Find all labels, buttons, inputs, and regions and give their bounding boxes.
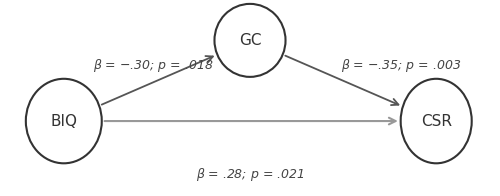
Text: $\beta$ = .28; $p$ = .021: $\beta$ = .28; $p$ = .021 [196, 166, 304, 183]
Text: $\beta$ = $-$.35; $p$ = .003: $\beta$ = $-$.35; $p$ = .003 [340, 57, 461, 74]
Text: BIQ: BIQ [50, 113, 78, 129]
Text: GC: GC [239, 33, 261, 48]
Text: $\beta$ = $-$.30; $p$ = .018: $\beta$ = $-$.30; $p$ = .018 [93, 57, 214, 74]
Text: CSR: CSR [420, 113, 452, 129]
